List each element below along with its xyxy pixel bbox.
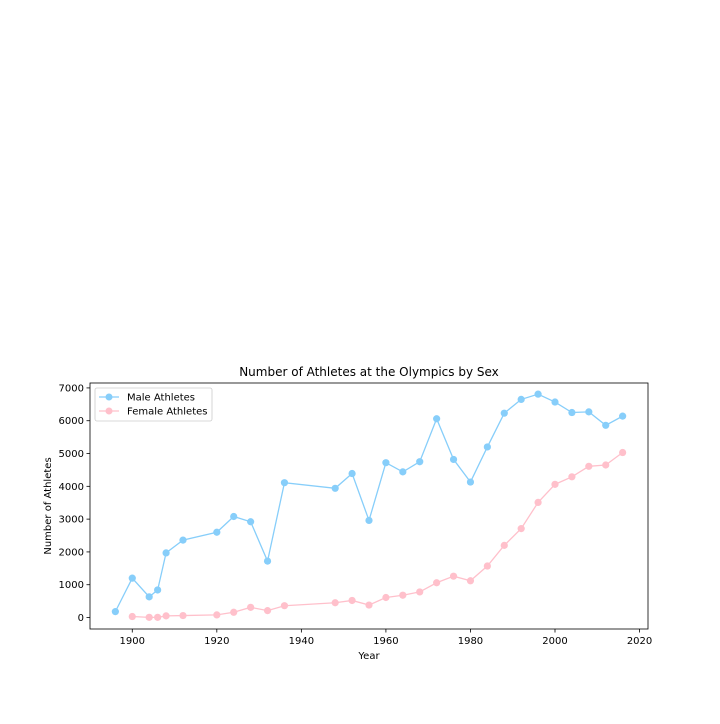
data-point bbox=[585, 408, 593, 416]
series-line-0 bbox=[114, 393, 623, 612]
data-point bbox=[331, 484, 339, 492]
data-point bbox=[433, 415, 441, 423]
data-point bbox=[466, 478, 475, 486]
x-tick-label: 1940 bbox=[289, 636, 314, 647]
legend-male-marker bbox=[105, 393, 113, 401]
data-point bbox=[517, 525, 525, 533]
data-point bbox=[111, 608, 119, 616]
data-point bbox=[179, 536, 187, 544]
x-tick-label: 1920 bbox=[204, 636, 229, 647]
data-point bbox=[348, 596, 356, 605]
data-point bbox=[154, 613, 162, 621]
legend: Male Athletes Female Athletes bbox=[94, 387, 213, 422]
data-point bbox=[213, 611, 221, 619]
y-tick-label: 5000 bbox=[59, 449, 84, 460]
data-point bbox=[280, 602, 289, 610]
data-point bbox=[500, 409, 508, 417]
y-axis-label: Number of Athletes bbox=[43, 457, 54, 554]
data-point bbox=[365, 601, 373, 609]
y-tick-label: 0 bbox=[78, 613, 84, 624]
data-point bbox=[263, 607, 272, 615]
data-point bbox=[483, 443, 491, 451]
legend-female-marker bbox=[105, 407, 113, 415]
data-point bbox=[382, 459, 390, 467]
data-point bbox=[416, 458, 424, 466]
data-point bbox=[568, 473, 576, 481]
y-tick-label: 1000 bbox=[59, 580, 84, 591]
x-tick-label: 1960 bbox=[373, 636, 398, 647]
data-point bbox=[263, 557, 272, 565]
data-point bbox=[348, 469, 356, 478]
data-point bbox=[162, 549, 170, 557]
data-point bbox=[449, 572, 458, 580]
data-point bbox=[619, 412, 627, 420]
data-point bbox=[128, 574, 136, 582]
data-point bbox=[213, 528, 221, 536]
data-point bbox=[534, 390, 542, 398]
data-point bbox=[230, 608, 238, 616]
x-tick-label: 1900 bbox=[120, 636, 145, 647]
legend-female-label: Female Athletes bbox=[127, 407, 207, 418]
data-point bbox=[483, 562, 491, 570]
y-tick-label: 3000 bbox=[59, 515, 84, 526]
data-point bbox=[179, 611, 187, 620]
data-point bbox=[534, 498, 542, 506]
data-point bbox=[154, 586, 162, 594]
data-point bbox=[145, 593, 153, 601]
legend-entry-male: Male Athletes bbox=[99, 393, 195, 404]
x-axis-label: Year bbox=[357, 651, 380, 662]
data-point bbox=[365, 516, 373, 525]
data-point bbox=[162, 612, 170, 620]
x-tick-label: 2020 bbox=[627, 636, 652, 647]
legend-entry-female: Female Athletes bbox=[99, 407, 207, 418]
y-tick-label: 7000 bbox=[59, 383, 84, 394]
data-point bbox=[247, 603, 255, 611]
data-point bbox=[399, 468, 407, 476]
data-point bbox=[128, 612, 136, 621]
legend-male-label: Male Athletes bbox=[127, 393, 195, 404]
data-point bbox=[568, 408, 576, 417]
data-point bbox=[247, 518, 255, 526]
y-tick-label: 2000 bbox=[59, 547, 84, 558]
x-tick-label: 2000 bbox=[542, 636, 567, 647]
data-point bbox=[466, 577, 475, 585]
y-tick-label: 6000 bbox=[59, 416, 84, 427]
chart-title: Number of Athletes at the Olympics by Se… bbox=[239, 365, 499, 379]
data-point bbox=[500, 541, 508, 549]
data-point bbox=[416, 588, 424, 596]
data-point bbox=[399, 591, 407, 599]
data-point bbox=[602, 421, 610, 429]
data-point bbox=[449, 455, 458, 464]
legend-box bbox=[94, 387, 213, 422]
series-line-1 bbox=[132, 452, 624, 619]
data-point bbox=[331, 599, 339, 607]
data-point bbox=[145, 613, 153, 621]
data-point bbox=[517, 395, 525, 403]
data-point bbox=[585, 462, 593, 470]
data-point bbox=[433, 579, 441, 587]
y-tick-label: 4000 bbox=[59, 482, 84, 493]
plot-frame bbox=[89, 382, 649, 630]
x-tick-label: 1980 bbox=[458, 636, 483, 647]
data-point bbox=[551, 398, 559, 406]
data-point bbox=[602, 461, 610, 469]
data-point bbox=[619, 448, 627, 457]
data-point bbox=[230, 512, 238, 521]
data-point bbox=[382, 593, 390, 602]
data-point bbox=[280, 479, 289, 487]
data-point bbox=[551, 480, 559, 488]
